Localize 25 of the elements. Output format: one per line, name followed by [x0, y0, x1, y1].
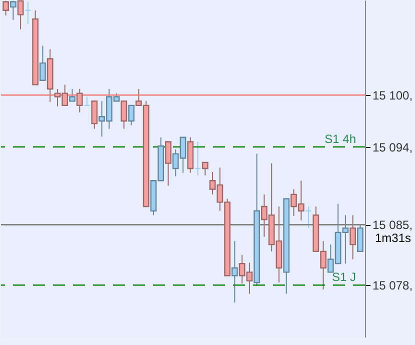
candlestick	[2, 0, 9, 16]
y-tick-label: 15 094,	[372, 140, 413, 154]
candlestick	[232, 240, 238, 303]
candlestick	[10, 0, 16, 20]
ref-line-label: S1 J	[332, 270, 356, 284]
candlestick	[17, 0, 24, 30]
candlestick	[165, 141, 172, 186]
y-tick-label: 15 078,	[372, 278, 413, 293]
candlestick	[128, 104, 134, 126]
candlestick	[120, 100, 128, 130]
y-tick-label: 15 100,	[372, 88, 413, 103]
candlestick	[76, 88, 83, 113]
candlestick	[357, 224, 364, 252]
candlestick	[69, 88, 76, 102]
y-tick-label: 15 085,	[372, 218, 413, 232]
candlestick	[202, 162, 208, 176]
candlestick	[40, 45, 46, 81]
candlestick	[91, 100, 98, 130]
candlestick	[305, 206, 312, 229]
ref-line-label: S1 4h	[324, 132, 356, 146]
candlestick	[84, 96, 90, 106]
candlestick	[350, 214, 356, 260]
text: 1m31s	[375, 231, 412, 245]
candlestick	[194, 141, 201, 176]
candlestick	[24, 1, 32, 25]
